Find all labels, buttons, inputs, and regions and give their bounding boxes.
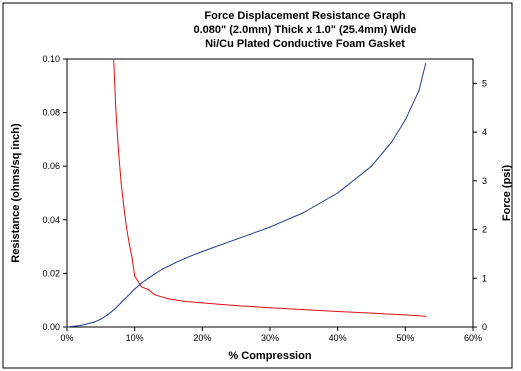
- resistance-data-point: [125, 227, 128, 229]
- y-right-tick-label: 2: [482, 225, 487, 235]
- resistance-data-point: [404, 314, 406, 316]
- resistance-data-point: [123, 205, 125, 207]
- resistance-data-point: [303, 309, 305, 311]
- chart-title-line-3: Ni/Cu Plated Conductive Foam Gasket: [205, 38, 405, 50]
- x-tick-label: 50%: [396, 333, 414, 343]
- force-data-point: [391, 141, 393, 143]
- force-data-point: [235, 238, 237, 240]
- y-left-tick-label: 0.10: [42, 54, 60, 64]
- force-data-point: [161, 268, 163, 271]
- y-right-tick-label: 5: [482, 78, 487, 88]
- y-right-axis-title: Force (psi): [501, 165, 513, 222]
- resistance-data-point: [140, 286, 142, 288]
- resistance-data-point: [269, 307, 271, 309]
- y-left-tick-label: 0.04: [42, 215, 60, 225]
- x-tick-label: 60%: [464, 333, 482, 343]
- force-data-point: [134, 288, 136, 290]
- resistance-data-point: [154, 294, 156, 296]
- force-data-point: [337, 192, 339, 194]
- resistance-data-point: [370, 312, 373, 314]
- force-data-point: [174, 262, 176, 264]
- resistance-data-point: [115, 106, 117, 108]
- x-axis-ticks: 0% 10% 20% 30% 40% 50% 60%: [60, 327, 482, 343]
- force-data-point: [66, 326, 68, 328]
- force-data-point: [127, 295, 129, 297]
- force-data-point: [370, 165, 373, 167]
- resistance-data-point: [117, 149, 119, 151]
- resistance-data-point: [235, 305, 237, 307]
- resistance-data-point: [134, 275, 136, 277]
- y-right-axis-ticks: 0 1 2 3 4 5: [473, 78, 487, 332]
- force-data-point: [201, 250, 203, 253]
- force-data-point: [303, 211, 305, 214]
- resistance-data-point: [425, 315, 427, 317]
- resistance-data-point: [147, 288, 149, 291]
- y-left-axis-title: Resistance (ohms/sq inch): [10, 123, 22, 263]
- x-axis-title: % Compression: [228, 350, 311, 362]
- x-tick-label: 0%: [60, 333, 73, 343]
- x-tick-label: 20%: [193, 333, 211, 343]
- force-series-line: [66, 63, 427, 328]
- force-data-point: [140, 282, 142, 284]
- y-left-tick-label: 0.02: [42, 268, 60, 278]
- chart-title-line-1: Force Displacement Resistance Graph: [204, 10, 405, 22]
- y-right-tick-label: 4: [482, 127, 487, 137]
- force-data-point: [269, 226, 271, 228]
- force-data-point: [100, 318, 102, 320]
- resistance-data-point: [120, 181, 122, 183]
- resistance-data-point: [128, 243, 130, 245]
- force-data-point: [120, 302, 122, 304]
- resistance-data-point: [337, 310, 339, 313]
- series-layer: [66, 58, 427, 328]
- force-data-point: [93, 321, 95, 323]
- force-data-point: [147, 277, 149, 279]
- force-data-point: [79, 324, 82, 327]
- resistance-data-point: [201, 302, 203, 304]
- chart-title-line-2: 0.080" (2.0mm) Thick x 1.0" (25.4mm) Wid…: [193, 24, 416, 36]
- resistance-data-point: [113, 58, 115, 60]
- resistance-data-point: [167, 298, 170, 300]
- y-left-tick-label: 0.06: [42, 161, 60, 171]
- force-data-point: [188, 256, 190, 258]
- resistance-data-point: [137, 280, 139, 282]
- y-left-tick-label: 0.00: [42, 322, 60, 332]
- force-data-point: [404, 119, 406, 121]
- resistance-data-point: [184, 300, 186, 303]
- x-tick-label: 10%: [126, 333, 144, 343]
- y-left-tick-label: 0.08: [42, 108, 60, 118]
- force-data-point: [113, 308, 115, 311]
- plot-area: [66, 58, 474, 328]
- x-tick-label: 30%: [261, 333, 279, 343]
- force-data-point: [107, 314, 109, 316]
- x-tick-label: 40%: [329, 333, 347, 343]
- y-right-tick-label: 3: [482, 176, 487, 186]
- y-right-tick-label: 0: [482, 322, 487, 332]
- resistance-data-point: [131, 256, 133, 258]
- force-data-point: [425, 63, 427, 65]
- force-data-point: [418, 90, 420, 92]
- y-left-axis-ticks: 0.00 0.02 0.04 0.06 0.08 0.10: [42, 54, 67, 332]
- y-right-tick-label: 1: [482, 273, 487, 283]
